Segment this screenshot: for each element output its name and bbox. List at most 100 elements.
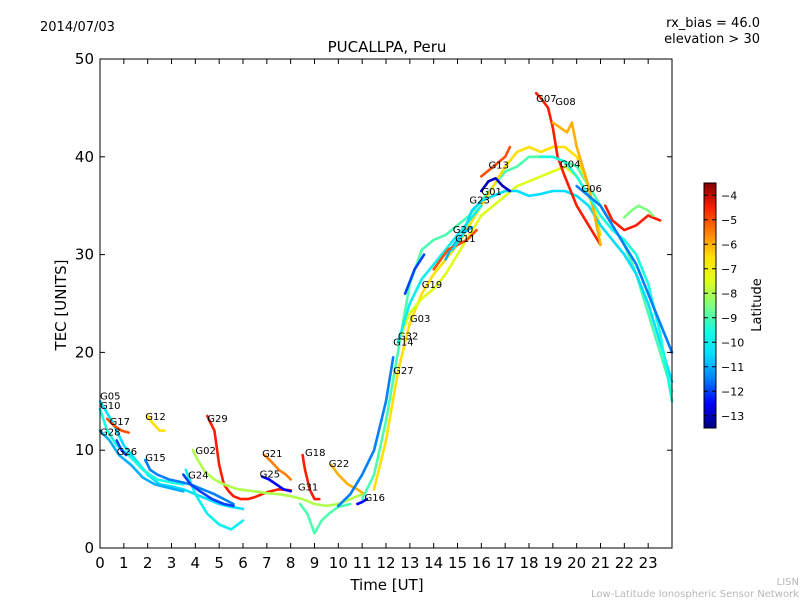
series-label-g22: G22 — [329, 459, 349, 470]
colorbar-ticks: −4 −5 −6 −7 −8 −9 −10 −11 −12 −13 — [704, 189, 744, 423]
series-line-g24 — [184, 468, 245, 531]
plot-area — [98, 91, 674, 535]
series-line-g21 — [263, 453, 293, 481]
x-axis-label: Time [UT] — [349, 576, 423, 594]
series-label-g32: G32 — [398, 332, 418, 343]
series-label-g27: G27 — [393, 366, 413, 377]
series-line-g04 — [539, 155, 674, 403]
y-axis-label: TEC [UNITS] — [52, 260, 70, 352]
series-line-g19b — [403, 253, 426, 296]
series-label-g04: G04 — [560, 160, 580, 171]
colorbar-tick-label: −12 — [721, 385, 744, 398]
series-label-g01: G01 — [481, 187, 501, 198]
x-tick-label: 4 — [191, 554, 201, 572]
x-tick-label: 21 — [591, 554, 610, 572]
series-label-g15: G15 — [145, 453, 165, 464]
colorbar-label: Latitude — [750, 278, 765, 332]
x-tick-label: 2 — [143, 554, 153, 572]
footer-org-short: LISN — [777, 577, 799, 588]
colorbar-tick-label: −10 — [721, 336, 744, 349]
series-label-g26: G26 — [117, 447, 137, 458]
colorbar-tick-label: −11 — [721, 361, 744, 374]
series-label-g24: G24 — [188, 471, 208, 482]
series-line-g08 — [551, 121, 602, 247]
series-line-g02 — [191, 448, 364, 508]
series-label-g10: G10 — [100, 401, 120, 412]
footer-org-long: Low-Latitude Ionospheric Sensor Network — [591, 589, 799, 600]
series-line-g03 — [396, 165, 602, 344]
x-tick-label: 13 — [400, 554, 419, 572]
series-label-g06: G06 — [581, 184, 601, 195]
series-label-g12: G12 — [145, 412, 165, 423]
y-tick-label: 0 — [84, 539, 94, 557]
y-tick-label: 50 — [75, 50, 94, 68]
rx-bias-label: rx_bias = 46.0 — [666, 16, 760, 31]
series-line-g31 — [298, 502, 352, 535]
colorbar-tick-label: −9 — [721, 312, 737, 325]
series-label-g02: G02 — [195, 446, 215, 457]
series-line-g32 — [372, 145, 602, 491]
series-label-g25: G25 — [260, 470, 280, 481]
series-line-g26 — [115, 439, 128, 457]
series-line-g23 — [451, 189, 674, 384]
series-label-g23: G23 — [469, 196, 489, 207]
series-line-g06 — [575, 184, 674, 354]
series-label-g16: G16 — [365, 493, 385, 504]
series-line-g22 — [329, 463, 366, 496]
x-axis: 0 1 2 3 4 5 6 7 8 9 10 11 12 13 14 15 16 17 18 19 20 21 22 23 — [95, 59, 658, 572]
date-label: 2014/07/03 — [40, 20, 115, 35]
x-tick-label: 6 — [238, 554, 248, 572]
x-tick-label: 16 — [472, 554, 491, 572]
series-label-g31: G31 — [298, 482, 318, 493]
x-tick-label: 17 — [496, 554, 515, 572]
series-label-g13: G13 — [488, 161, 508, 172]
series-line-g09 — [603, 204, 662, 232]
x-tick-label: 18 — [519, 554, 538, 572]
y-tick-label: 10 — [75, 441, 94, 459]
x-tick-label: 11 — [353, 554, 372, 572]
x-tick-label: 1 — [119, 554, 129, 572]
colorbar-tick-label: −4 — [721, 189, 737, 202]
x-tick-label: 10 — [329, 554, 348, 572]
y-tick-label: 40 — [75, 148, 94, 166]
x-tick-label: 12 — [376, 554, 395, 572]
colorbar-tick-label: −6 — [721, 238, 737, 251]
y-axis: 0 10 20 30 40 50 — [75, 50, 672, 557]
series-line-g07 — [534, 91, 602, 247]
series-label-g07: G07 — [536, 94, 556, 105]
x-tick-label: 8 — [286, 554, 296, 572]
series-label-g21: G21 — [262, 449, 282, 460]
series-line-g13 — [479, 145, 512, 178]
series-line-g28 — [98, 429, 185, 493]
series-line-g05 — [98, 399, 245, 511]
x-tick-label: 23 — [639, 554, 658, 572]
colorbar-tick-label: −7 — [721, 263, 737, 276]
x-tick-label: 14 — [424, 554, 443, 572]
series-line-g10 — [98, 407, 185, 486]
colorbar-tick-label: −8 — [721, 287, 737, 300]
plot-frame — [99, 58, 673, 549]
x-tick-label: 20 — [567, 554, 586, 572]
series-line-g20 — [444, 225, 474, 261]
series-line-g30 — [622, 204, 655, 219]
series-label-g05: G05 — [100, 391, 120, 402]
series-line-g15 — [144, 458, 235, 506]
series-label-g14: G14 — [393, 338, 413, 349]
chart-title: PUCALLPA, Peru — [328, 38, 447, 56]
series-label-g18: G18 — [305, 448, 325, 459]
series-label-g08: G08 — [555, 97, 575, 108]
series-line-g18 — [301, 453, 321, 501]
series-line-g17 — [105, 417, 130, 434]
colorbar-tick-label: −5 — [721, 214, 737, 227]
series-label-g29: G29 — [207, 414, 227, 425]
series-line-g16 — [356, 497, 369, 506]
x-tick-label: 0 — [95, 554, 105, 572]
series-label-g11: G11 — [455, 234, 475, 245]
x-tick-label: 5 — [214, 554, 224, 572]
x-tick-label: 19 — [543, 554, 562, 572]
series-label-g17: G17 — [110, 417, 130, 428]
series-label-g19: G19 — [422, 280, 442, 291]
x-tick-label: 7 — [262, 554, 272, 572]
series-line-g01 — [479, 177, 512, 193]
